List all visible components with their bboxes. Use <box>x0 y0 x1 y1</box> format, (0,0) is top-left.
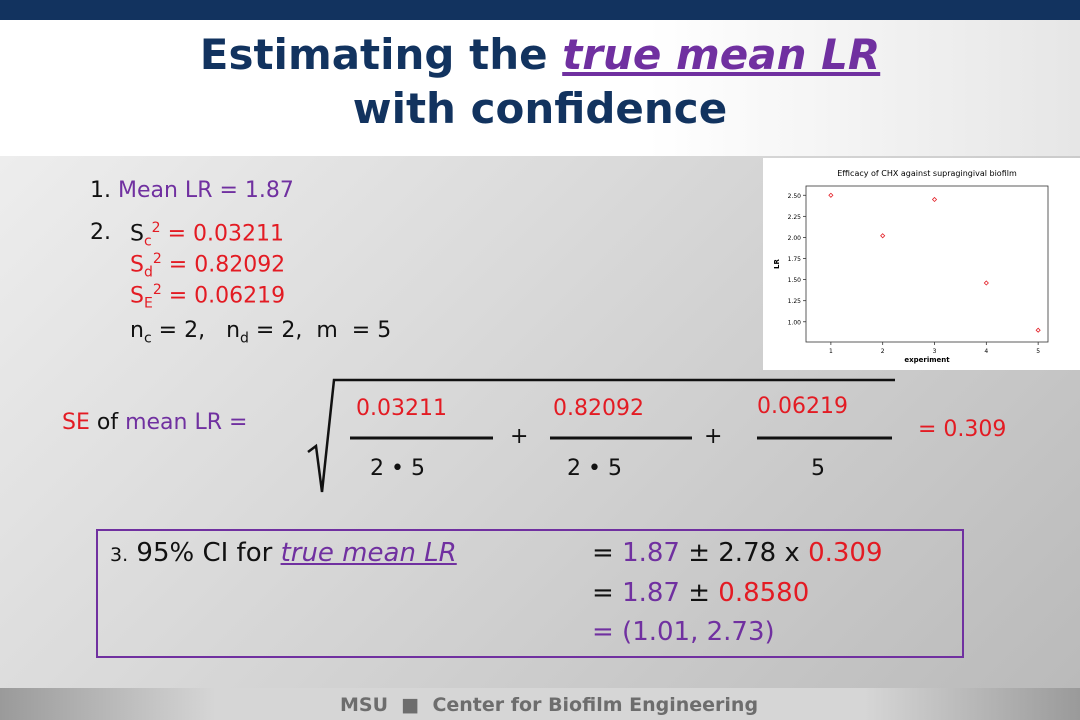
point <box>931 196 938 203</box>
title-box <box>0 20 1080 156</box>
subscript: c <box>143 330 152 347</box>
symbol: S <box>130 283 144 309</box>
item-text: Mean LR = 1.87 <box>118 178 294 203</box>
ci-text: 1.87 <box>622 578 680 608</box>
counts-line: nc = 2, nd = 2, m = 5 <box>130 318 391 346</box>
symbol: m <box>316 318 338 343</box>
se-text: SE <box>62 410 90 435</box>
ci-line: 3. 95% CI for true mean LR <box>110 538 457 568</box>
plot-frame <box>805 185 1049 343</box>
point <box>1035 327 1041 333</box>
denominator: 5 <box>811 456 825 481</box>
superscript: 2 <box>152 251 162 267</box>
item-number: 2. <box>90 220 111 245</box>
title-text: with confidence <box>352 84 728 133</box>
y-tick-label: 1.00 <box>788 319 802 326</box>
numerator: 0.06219 <box>757 394 848 419</box>
symbol: n <box>226 318 241 343</box>
denominator: 2 • 5 <box>370 456 425 481</box>
symbol: n <box>130 318 144 343</box>
ci-text: ± <box>679 578 719 608</box>
ci-line: = 1.87 ± 0.8580 <box>592 578 809 608</box>
variance-line: SE2 = 0.06219 <box>130 282 285 312</box>
item-number: 1. <box>90 178 111 203</box>
ci-text: = <box>592 538 623 568</box>
plus-sign: + <box>704 424 723 449</box>
ci-text: 1.87 <box>622 538 680 568</box>
top-bar <box>0 0 1080 20</box>
y-tick-label: 2.00 <box>788 235 802 242</box>
y-tick-label: 2.50 <box>788 193 802 200</box>
x-tick-label: 5 <box>1036 348 1040 355</box>
x-tick-label: 4 <box>984 348 988 355</box>
ci-text: 0.8580 <box>718 578 810 608</box>
item-1: 1. Mean LR = 1.87 <box>90 178 294 203</box>
ci-link: true mean LR <box>280 538 457 568</box>
title-line: Estimating the true mean LR <box>0 30 1080 79</box>
variance-line: Sd2 = 0.82092 <box>130 251 285 281</box>
se-result: = 0.309 <box>918 417 1007 442</box>
ci-text: 0.309 <box>808 538 883 568</box>
symbol: S <box>130 252 144 278</box>
subscript: c <box>143 233 152 250</box>
sqrt-sign <box>307 378 895 493</box>
se-text: mean LR = <box>125 410 248 435</box>
ci-line: = (1.01, 2.73) <box>592 617 775 647</box>
ci-box <box>96 529 964 658</box>
y-tick-label: 1.75 <box>788 256 802 263</box>
title-text: Estimating the <box>199 30 563 79</box>
footer-text: MSU ■ Center for Biofilm Engineering <box>340 694 759 716</box>
point <box>828 192 834 198</box>
variance-line: Sc2 = 0.03211 <box>130 220 284 250</box>
numerator: 0.03211 <box>356 396 447 421</box>
se-label: SE of mean LR = <box>62 410 247 435</box>
ci-label: 95% CI for <box>136 538 273 568</box>
chart-title: Efficacy of CHX against supragingival bi… <box>837 169 1017 178</box>
x-tick-label: 3 <box>933 348 937 355</box>
footer-center: Center for Biofilm Engineering <box>432 694 759 716</box>
x-axis-label: experiment <box>904 356 950 364</box>
value: = 2, <box>158 318 206 343</box>
y-tick-label: 2.25 <box>788 214 802 221</box>
superscript: 2 <box>152 282 162 298</box>
ci-line: = 1.87 ± 2.78 x 0.309 <box>592 538 883 568</box>
ci-text: = <box>592 578 623 608</box>
superscript: 2 <box>151 220 161 236</box>
point <box>983 280 989 286</box>
y-tick-label: 1.25 <box>788 298 802 305</box>
denominator: 2 • 5 <box>567 456 622 481</box>
x-tick-label: 1 <box>829 348 833 355</box>
footer-org: MSU <box>340 694 389 716</box>
value: = 2, <box>255 318 303 343</box>
subscript: E <box>143 295 153 312</box>
numerator: 0.82092 <box>553 396 644 421</box>
ci-text: ± 2.78 x <box>679 538 809 568</box>
y-tick-label: 1.50 <box>788 277 802 284</box>
value: = 0.03211 <box>167 221 284 247</box>
subscript: d <box>240 330 249 347</box>
value: = 0.82092 <box>168 252 286 278</box>
subscript: d <box>143 264 153 281</box>
y-axis-label: LR <box>773 258 781 268</box>
item-2-label: 2. <box>90 220 111 245</box>
plus-sign: + <box>510 424 529 449</box>
x-tick-label: 2 <box>881 348 885 355</box>
point <box>880 233 886 239</box>
se-text: of <box>96 410 119 435</box>
ci-text: = (1.01, 2.73) <box>592 617 775 647</box>
value: = 0.06219 <box>168 283 286 309</box>
inset-chart: Efficacy of CHX against supragingival bi… <box>763 158 1080 370</box>
footer <box>0 688 1080 720</box>
chart-background <box>763 158 1080 370</box>
value: = 5 <box>351 318 392 343</box>
symbol: S <box>130 221 144 247</box>
title-link: true mean LR <box>562 30 881 79</box>
item-number: 3. <box>110 544 129 566</box>
